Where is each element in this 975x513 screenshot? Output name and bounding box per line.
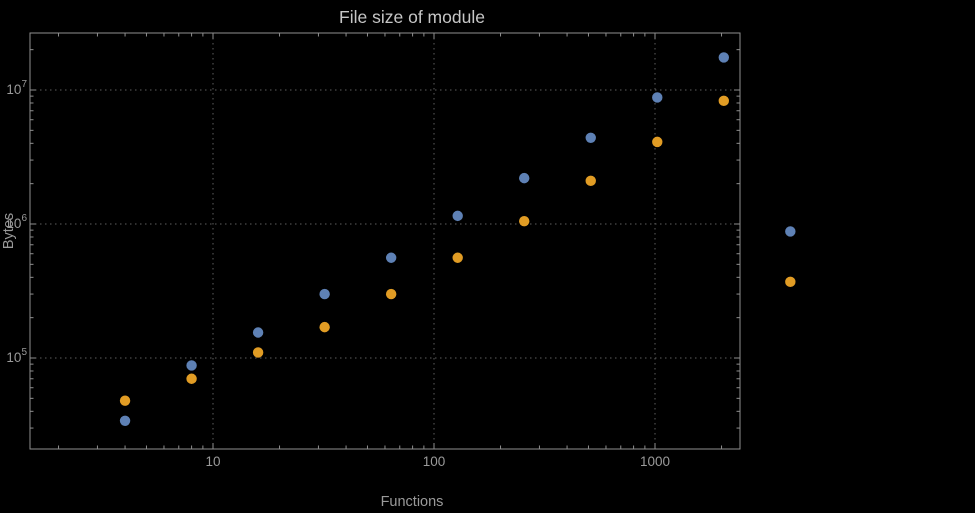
data-point-orange: [519, 215, 530, 227]
x-axis-label: Functions: [381, 494, 444, 510]
data-point-orange: [785, 276, 796, 288]
data-point-blue: [186, 360, 197, 371]
plot-frame: [29, 32, 741, 450]
data-point-blue: [319, 288, 330, 300]
data-point-blue: [585, 132, 596, 143]
data-point-orange: [652, 136, 663, 148]
chart-title: File size of module: [339, 7, 485, 27]
y-tick-label: 105: [6, 347, 27, 365]
x-tick-label: 100: [423, 454, 446, 469]
data-point-orange: [186, 373, 197, 384]
data-point-blue: [785, 226, 796, 237]
gridlines: [30, 33, 740, 449]
data-point-orange: [718, 95, 730, 107]
data-point-orange: [119, 395, 131, 406]
x-tick-label: 1000: [640, 454, 670, 469]
x-tick-label: 10: [205, 454, 220, 469]
y-tick-label: 107: [6, 79, 27, 97]
y-tick-label: 106: [6, 213, 27, 231]
data-point-blue: [652, 92, 663, 103]
y-tick-labels: 105 106 107: [6, 79, 27, 365]
data-point-orange: [385, 288, 397, 300]
data-point-orange: [452, 252, 463, 263]
data-point-orange: [585, 175, 596, 187]
x-tick-labels: 10 100 1000: [205, 454, 670, 469]
data-point-blue: [452, 210, 463, 222]
data-point-blue: [119, 415, 131, 426]
axis-ticks: [30, 33, 740, 449]
data-point-blue: [252, 327, 264, 338]
data-point-orange: [319, 321, 330, 333]
data-point-blue: [519, 172, 530, 184]
y-axis-label: Bytes: [1, 213, 17, 249]
data-point-blue: [385, 252, 397, 263]
data-points: [119, 52, 796, 426]
data-point-orange: [252, 347, 264, 358]
data-point-blue: [718, 52, 730, 63]
